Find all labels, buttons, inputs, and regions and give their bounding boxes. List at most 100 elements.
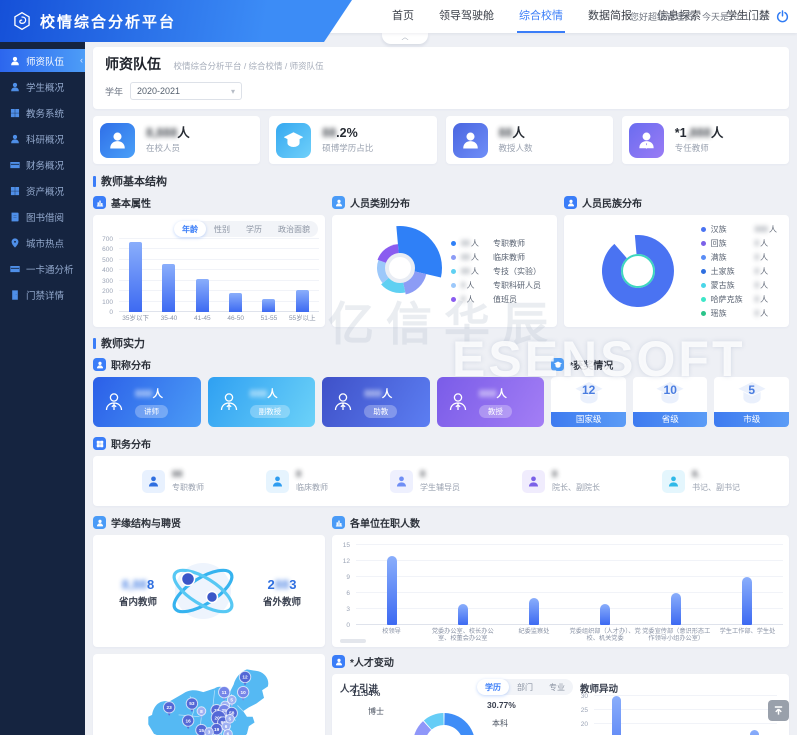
nav-item-信息探索[interactable]: 信息探索 bbox=[657, 10, 701, 22]
units-bar-chart: 0 3 6 9 12 15 校领导 党委办公室、校长办公室、校董会办公室 纪委监察处 党委组织部（… bbox=[332, 535, 789, 647]
talent-intro-title: 人才引进 bbox=[340, 684, 379, 695]
talent-tab-部门[interactable]: 部门 bbox=[517, 682, 533, 692]
duty-item-书记、副书记: 8. 书记、副书记 bbox=[662, 469, 740, 493]
card-icon bbox=[10, 161, 20, 168]
nav-item-数据简报[interactable]: 数据简报 bbox=[588, 10, 632, 22]
chart-scrollbar[interactable] bbox=[340, 639, 366, 643]
sidebar-item-label: 财务概况 bbox=[26, 160, 65, 172]
usertie-icon bbox=[628, 122, 664, 158]
y-tick-label: 600 bbox=[102, 246, 113, 254]
duty-value: 8 bbox=[420, 469, 426, 481]
bar-slot bbox=[498, 545, 569, 625]
stat-text: 88人 教授人数 bbox=[499, 126, 533, 154]
map-pin-5[interactable]: 5 bbox=[226, 694, 237, 707]
svg-text:58: 58 bbox=[229, 711, 235, 717]
legend-item-汉族: 汉族 888人 bbox=[700, 222, 777, 236]
banner-value: 888人 bbox=[478, 387, 507, 400]
province-out-stat: 2883 省外教师 bbox=[262, 577, 301, 608]
stat-text: *1,888人 专任教师 bbox=[675, 126, 724, 154]
bar bbox=[742, 577, 753, 625]
stat-card-专任教师: *1,888人 专任教师 bbox=[621, 116, 789, 164]
talent-tab-专业[interactable]: 专业 bbox=[549, 682, 565, 692]
chart-icon bbox=[93, 196, 106, 209]
award-value: 12 bbox=[581, 383, 596, 397]
back-to-top-button[interactable] bbox=[768, 700, 789, 721]
gridline bbox=[356, 560, 783, 561]
x-tick-label: 党委组织部（人才办）、党校、机关党委 bbox=[569, 628, 641, 643]
card-head-basic-attr: 基本属性 bbox=[93, 195, 325, 210]
sidebar-item-城市热点[interactable]: 城市热点 bbox=[0, 231, 85, 254]
power-logout-icon[interactable] bbox=[776, 10, 789, 23]
map-pin-8[interactable]: 8 bbox=[196, 706, 207, 719]
svg-text:12: 12 bbox=[242, 675, 248, 681]
card-title: 职务分布 bbox=[111, 440, 151, 451]
legend-dot bbox=[700, 310, 706, 316]
category-legend: 88人 专职教师 88人 临床教师 88人 专技（实验） 8人 专职科研人员 8人 值班员 bbox=[451, 223, 541, 319]
sidebar-item-学生概况[interactable]: 学生概况 bbox=[0, 75, 85, 98]
bar bbox=[528, 598, 539, 625]
nav-item-综合校情[interactable]: 综合校情 bbox=[517, 0, 565, 33]
sidebar-item-一卡通分析[interactable]: 一卡通分析 bbox=[0, 257, 85, 280]
x-tick-label: 55岁以上 bbox=[288, 315, 316, 322]
map-pin-53[interactable]: 53 bbox=[185, 697, 199, 713]
map-pin-5[interactable]: 5 bbox=[225, 713, 235, 726]
sidebar-item-图书借阅[interactable]: 图书借阅 bbox=[0, 205, 85, 228]
attr-tab-学历[interactable]: 学历 bbox=[246, 224, 262, 234]
banner-badge: 副教授 bbox=[249, 404, 291, 418]
award-level-button[interactable]: 省级 bbox=[632, 412, 708, 427]
sidebar-item-资产概况[interactable]: 资产概况 bbox=[0, 179, 85, 202]
card-title: 人员类别分布 bbox=[350, 199, 410, 210]
card-title: *获奖情况 bbox=[569, 361, 614, 372]
map-pin-23[interactable]: 23 bbox=[162, 701, 176, 716]
donut-pct-本科: 30.77% bbox=[487, 700, 516, 710]
award-card-省级: 10 省级 bbox=[632, 377, 708, 427]
attr-tab-年龄[interactable]: 年龄 bbox=[174, 221, 206, 237]
map-pin-12[interactable]: 12 bbox=[238, 670, 252, 686]
map-pin-3[interactable]: 3 bbox=[204, 727, 214, 735]
sidebar-item-科研概况[interactable]: 科研概况 bbox=[0, 127, 85, 150]
section-teacher-strength: 教师实力 bbox=[93, 335, 789, 351]
map-pin-6[interactable]: 6 bbox=[223, 729, 233, 735]
y-tick-label: 300 bbox=[102, 277, 113, 285]
nav-item-领导驾驶舱[interactable]: 领导驾驶舱 bbox=[439, 10, 494, 22]
nav-item-首页[interactable]: 首页 bbox=[392, 10, 414, 22]
category-rose-pie bbox=[338, 215, 488, 322]
sidebar-item-教务系统[interactable]: 教务系统 bbox=[0, 101, 85, 124]
school-year-select[interactable]: 2020-2021 ▾ bbox=[130, 82, 243, 100]
award-level-button[interactable]: 国家级 bbox=[551, 412, 626, 427]
person-outline-icon bbox=[335, 393, 352, 411]
attr-tab-性别[interactable]: 性别 bbox=[214, 224, 230, 234]
sidebar-item-师资队伍[interactable]: 师资队伍 ‹ bbox=[0, 49, 85, 72]
stat-card-教授人数: 88人 教授人数 bbox=[445, 116, 613, 164]
banner-value: 888人 bbox=[135, 387, 164, 400]
map-pin-10[interactable]: 10 bbox=[236, 685, 250, 701]
sidebar-item-财务概况[interactable]: 财务概况 bbox=[0, 153, 85, 176]
nav-collapse-tab[interactable]: ︿ bbox=[382, 33, 428, 44]
award-level-button[interactable]: 市级 bbox=[714, 412, 789, 427]
section-basic-structure: 教师基本结构 bbox=[93, 173, 789, 189]
units-chart-card: 0 3 6 9 12 15 校领导 党委办公室、校长办公室、校董会办公室 纪委监察处 党委组织部（… bbox=[332, 535, 789, 647]
y-tick-label: 30 bbox=[580, 693, 588, 700]
map-pin-11[interactable]: 11 bbox=[218, 685, 231, 701]
x-axis-labels: 校领导 党委办公室、校长办公室、校董会办公室 纪委监察处 党委组织部（人才办）、党校、… bbox=[356, 626, 783, 646]
sidebar-item-门禁详情[interactable]: 门禁详情 bbox=[0, 283, 85, 306]
bar-slot bbox=[640, 696, 686, 735]
award-value: 10 bbox=[663, 383, 677, 397]
gridline bbox=[356, 624, 783, 625]
person-icon bbox=[142, 469, 165, 493]
duty-item-院长、副院长: 8 院长、副院长 bbox=[522, 469, 600, 493]
talent-tab-学历[interactable]: 学历 bbox=[477, 679, 509, 695]
change-bar-chart: 051015202530国内教学进修海外研修疾病辞退 bbox=[574, 688, 783, 735]
bar bbox=[600, 603, 611, 625]
x-tick-label: 纪委监察处 bbox=[518, 628, 550, 635]
nav-item-学生门禁[interactable]: 学生门禁 bbox=[726, 10, 770, 22]
attr-tab-政治面貌[interactable]: 政治面貌 bbox=[278, 224, 310, 234]
y-tick-label: 6 bbox=[346, 590, 350, 597]
origin-card: 8,888 省内教师 2883 省外教师 bbox=[93, 535, 325, 647]
stat-label: 在校人员 bbox=[146, 142, 181, 153]
sidebar-collapse-icon[interactable]: ‹ bbox=[80, 55, 83, 65]
y-tick-label: 25 bbox=[580, 707, 588, 715]
svg-text:3: 3 bbox=[208, 730, 211, 735]
map-pin-16[interactable]: 16 bbox=[181, 714, 195, 730]
stat-label: 专任教师 bbox=[674, 142, 709, 153]
